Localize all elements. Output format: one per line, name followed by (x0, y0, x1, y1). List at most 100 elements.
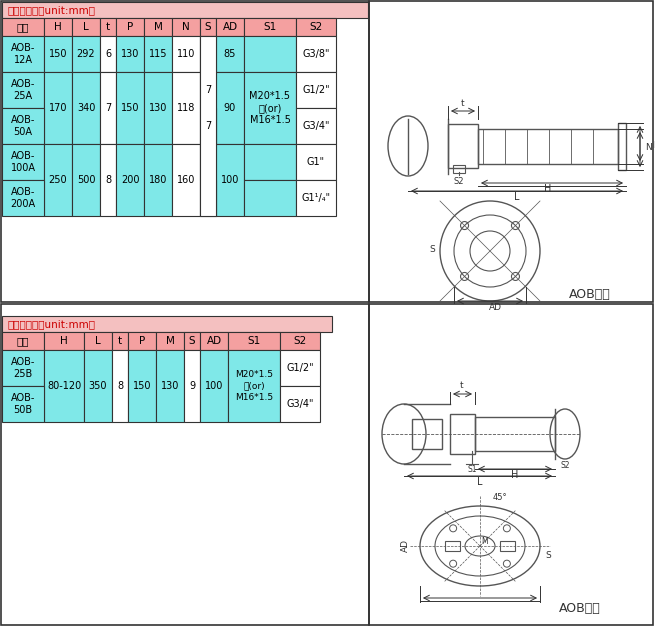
Text: S2: S2 (560, 461, 570, 471)
Bar (2, 72, 44, 108)
Bar (44, 144, 72, 216)
Bar (408, 119, 448, 174)
Bar (116, 72, 144, 144)
Bar (280, 350, 320, 386)
Bar (244, 144, 296, 180)
Bar (2, 2, 368, 18)
Bar (100, 36, 116, 72)
Text: 7: 7 (205, 121, 211, 131)
Text: G1/2": G1/2" (286, 363, 314, 373)
Text: 8: 8 (105, 175, 111, 185)
Bar (280, 386, 320, 422)
Text: N: N (645, 143, 652, 151)
Text: M20*1.5
或(or)
M16*1.5: M20*1.5 或(or) M16*1.5 (235, 371, 273, 402)
Text: L: L (477, 477, 482, 487)
Bar (2, 332, 44, 350)
Bar (244, 72, 296, 144)
Text: 340: 340 (77, 103, 95, 113)
Bar (172, 18, 200, 36)
Bar (116, 36, 144, 72)
Bar (172, 72, 200, 144)
Bar (448, 124, 478, 168)
Text: 160: 160 (177, 175, 195, 185)
Bar (200, 36, 216, 216)
Bar (453, 165, 465, 173)
Text: 单位：毫米（unit:mm）: 单位：毫米（unit:mm） (7, 319, 95, 329)
Text: 型号: 型号 (17, 22, 29, 32)
Bar (156, 332, 184, 350)
Bar (128, 332, 156, 350)
Bar (44, 36, 72, 72)
Bar (369, 1, 653, 302)
Text: 292: 292 (77, 49, 96, 59)
Text: G1": G1" (307, 157, 325, 167)
Bar (72, 72, 100, 144)
Bar (2, 36, 44, 72)
Text: 45°: 45° (493, 493, 508, 503)
Bar (44, 350, 84, 422)
Bar (244, 36, 296, 72)
Text: P: P (127, 22, 133, 32)
Bar (1, 1, 369, 302)
Bar (172, 144, 200, 216)
Text: H: H (54, 22, 62, 32)
Bar (2, 108, 44, 144)
Text: 200: 200 (121, 175, 140, 185)
Bar (412, 419, 442, 449)
Text: AOB-
50A: AOB- 50A (11, 115, 35, 137)
Bar (244, 180, 296, 216)
Bar (44, 72, 72, 144)
Bar (144, 18, 172, 36)
Text: 350: 350 (88, 381, 107, 391)
Bar (116, 144, 144, 216)
Bar (84, 350, 112, 422)
Bar (2, 18, 44, 36)
Text: H: H (512, 470, 519, 480)
Bar (1, 304, 369, 625)
Bar (216, 144, 244, 216)
Text: S2: S2 (454, 178, 464, 187)
Bar (116, 18, 144, 36)
Text: t: t (106, 22, 110, 32)
Text: 7: 7 (105, 103, 111, 113)
Bar (296, 18, 336, 36)
Text: L: L (83, 22, 89, 32)
Text: S1: S1 (467, 466, 477, 475)
Bar (184, 350, 200, 422)
Text: AOB系列: AOB系列 (559, 602, 601, 615)
Bar (244, 18, 296, 36)
Bar (172, 36, 200, 72)
Bar (296, 108, 336, 144)
Text: P: P (653, 141, 655, 150)
Bar (216, 18, 244, 36)
Bar (72, 36, 100, 72)
Bar (200, 72, 216, 108)
Text: 150: 150 (121, 103, 140, 113)
Text: 130: 130 (121, 49, 139, 59)
Text: AOB-
100A: AOB- 100A (10, 151, 35, 173)
Bar (156, 350, 184, 422)
Text: G1¹/₄": G1¹/₄" (301, 193, 331, 203)
Text: M: M (481, 536, 489, 545)
Text: 6: 6 (105, 49, 111, 59)
Text: 型号: 型号 (17, 336, 29, 346)
Text: 180: 180 (149, 175, 167, 185)
Bar (200, 350, 228, 422)
Text: M: M (153, 22, 162, 32)
Text: 250: 250 (48, 175, 67, 185)
Bar (500, 541, 515, 551)
Text: H: H (544, 184, 552, 194)
Bar (200, 144, 216, 180)
Text: S: S (429, 245, 435, 254)
Text: S: S (545, 552, 551, 560)
Bar (2, 350, 44, 386)
Bar (84, 332, 112, 350)
Text: 110: 110 (177, 49, 195, 59)
Text: t: t (118, 336, 122, 346)
Bar (296, 36, 336, 72)
Text: S: S (189, 336, 195, 346)
Bar (200, 108, 216, 144)
Bar (280, 332, 320, 350)
Text: G3/4": G3/4" (286, 399, 314, 409)
Bar (228, 332, 280, 350)
